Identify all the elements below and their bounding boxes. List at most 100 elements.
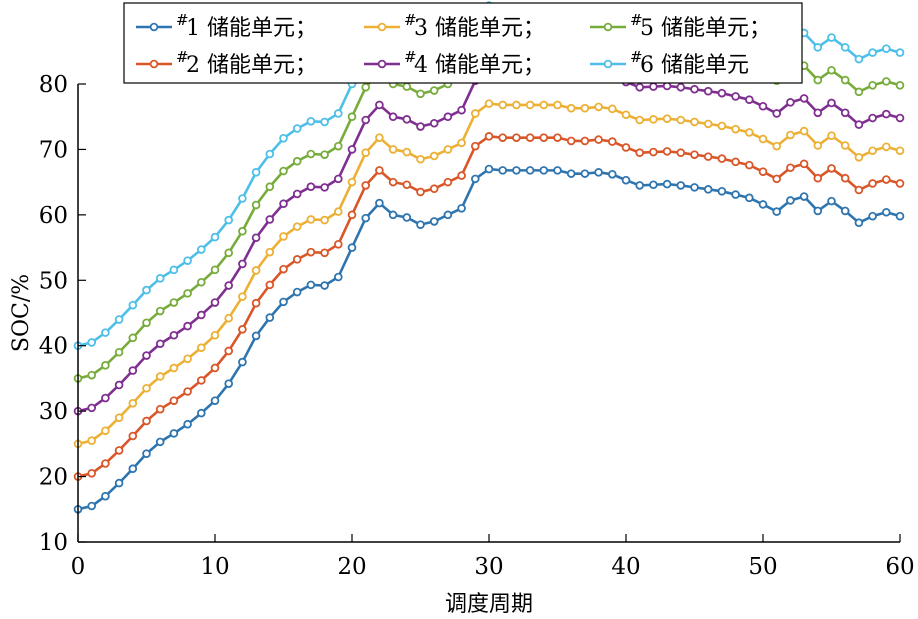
data-point — [895, 81, 905, 90]
data-point — [854, 120, 864, 129]
data-point — [388, 145, 398, 154]
data-point — [388, 112, 398, 122]
data-point — [169, 396, 179, 405]
data-point — [868, 113, 877, 123]
data-point — [101, 491, 110, 501]
series-2 — [73, 132, 905, 481]
x-tick-label: 50 — [748, 554, 777, 580]
data-point — [786, 163, 795, 173]
data-point — [183, 354, 192, 364]
y-tick-label: 60 — [39, 203, 68, 229]
data-point — [881, 207, 891, 217]
data-point — [265, 182, 275, 192]
legend: #1 储能单元； #3 储能单元； #5 储能单元；#2 储能单元； #4 储能单元；… — [123, 2, 803, 84]
data-point — [635, 82, 644, 92]
data-point — [388, 210, 398, 220]
data-point — [758, 167, 768, 176]
y-tick-label: 10 — [39, 530, 68, 556]
data-point — [786, 130, 795, 140]
data-point — [169, 429, 179, 438]
data-point — [333, 174, 343, 184]
data-point — [621, 175, 631, 185]
y-tick-label: 20 — [39, 465, 68, 491]
data-point — [703, 86, 713, 96]
data-point — [402, 82, 412, 91]
data-point — [895, 48, 905, 57]
data-point — [457, 105, 466, 115]
data-point — [142, 285, 151, 295]
x-tick-label: 10 — [200, 554, 229, 580]
data-point — [155, 372, 165, 381]
legend-marker — [603, 59, 613, 69]
data-point — [772, 207, 781, 216]
data-point — [416, 122, 425, 131]
data-point — [813, 43, 823, 52]
data-point — [238, 357, 247, 367]
data-point — [142, 351, 151, 360]
data-point — [101, 426, 110, 436]
y-tick-label: 80 — [39, 72, 68, 98]
data-point — [498, 166, 508, 175]
data-point — [114, 347, 124, 357]
data-point — [320, 150, 329, 159]
data-point — [553, 133, 562, 142]
data-point — [827, 131, 836, 140]
data-point — [580, 169, 590, 178]
data-point — [429, 184, 439, 193]
data-point — [484, 99, 494, 108]
legend-sup: # — [630, 48, 643, 66]
data-point — [731, 124, 740, 134]
data-point — [827, 33, 836, 42]
data-point — [155, 437, 165, 447]
data-point — [101, 328, 110, 337]
data-point — [827, 65, 836, 75]
data-point — [416, 154, 425, 164]
data-point — [470, 141, 480, 151]
data-point — [333, 272, 343, 282]
data-point — [717, 187, 727, 196]
data-point — [854, 54, 864, 64]
legend-item: #6 储能单元 — [590, 48, 749, 78]
data-point — [292, 156, 302, 166]
data-point — [895, 211, 905, 221]
data-point — [306, 215, 316, 224]
data-point — [197, 310, 206, 320]
data-point — [306, 116, 316, 126]
data-point — [279, 264, 288, 274]
data-point — [210, 330, 220, 340]
data-point — [333, 240, 343, 249]
data-point — [717, 154, 727, 163]
y-tick-label: 50 — [39, 268, 68, 294]
data-point — [649, 147, 658, 157]
data-point — [840, 206, 850, 216]
data-point — [128, 464, 138, 474]
data-point — [183, 321, 192, 331]
data-point — [607, 169, 617, 179]
data-point — [361, 115, 371, 125]
data-point — [594, 135, 603, 144]
data-point — [224, 379, 234, 388]
data-point — [306, 182, 316, 192]
data-point — [649, 180, 658, 190]
data-point — [347, 210, 357, 220]
data-point — [224, 215, 234, 225]
data-point — [635, 115, 644, 125]
data-point — [292, 124, 302, 133]
data-point — [238, 194, 247, 203]
data-point — [868, 211, 877, 221]
data-point — [484, 132, 494, 141]
data-point — [333, 207, 343, 216]
series-1 — [73, 164, 905, 514]
data-point — [566, 103, 576, 113]
data-point — [717, 121, 727, 131]
data-point — [895, 179, 905, 188]
series-line — [77, 135, 901, 478]
data-point — [279, 232, 288, 241]
y-axis-title: SOC/% — [9, 274, 34, 352]
data-point — [155, 274, 165, 283]
data-point — [279, 297, 288, 307]
data-point — [854, 87, 864, 97]
data-point — [676, 181, 686, 190]
legend-label: 1 储能单元； — [186, 16, 317, 41]
